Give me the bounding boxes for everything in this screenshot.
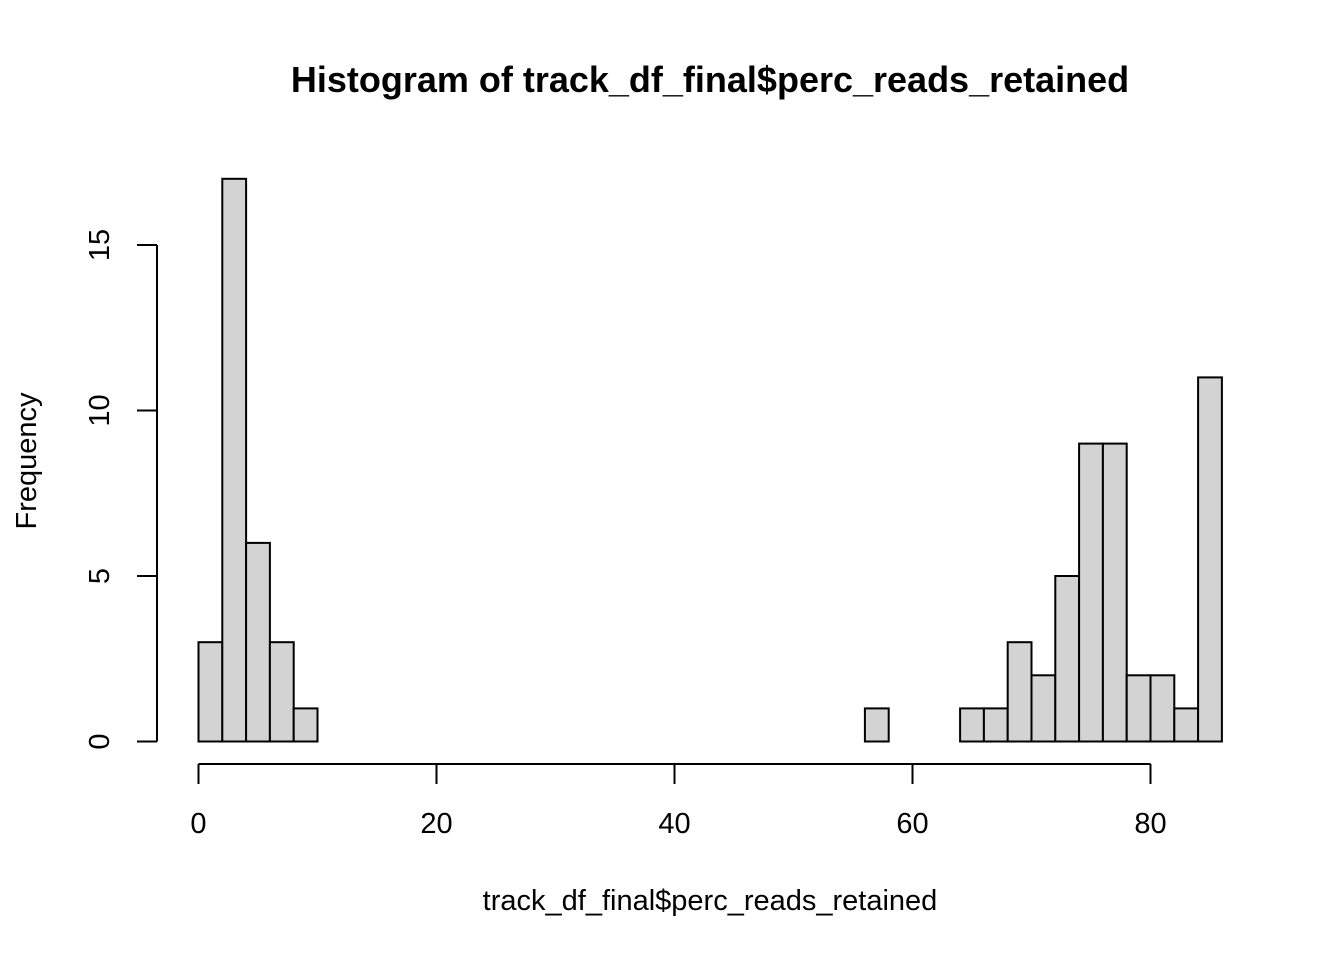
histogram-bar-41 (1173, 707, 1200, 743)
y-axis-label: Frequency (11, 392, 43, 530)
x-tick-label-80: 80 (1134, 808, 1166, 840)
y-tick-label-15: 15 (84, 229, 116, 261)
histogram-bar-40 (1149, 674, 1176, 743)
y-axis: 0 5 10 15 (84, 229, 158, 750)
histogram-bar-3 (268, 641, 295, 743)
x-axis: 0 20 40 60 80 (190, 763, 1167, 840)
histogram-bar-0 (197, 641, 224, 743)
histogram-bar-4 (292, 707, 319, 743)
histogram-bar-42 (1197, 376, 1223, 743)
chart-title: Histogram of track_df_final$perc_reads_r… (291, 59, 1129, 100)
histogram-bar-37 (1078, 442, 1104, 743)
y-tick-label-10: 10 (84, 394, 116, 426)
histogram-bar-32 (959, 707, 985, 743)
y-tick-label-0: 0 (84, 733, 116, 749)
histogram-bar-35 (1030, 674, 1057, 743)
bars-group (197, 177, 1223, 743)
x-axis-label: track_df_final$perc_reads_retained (483, 885, 938, 917)
histogram-bar-28 (863, 707, 890, 743)
x-tick-label-40: 40 (658, 808, 690, 840)
x-tick-label-20: 20 (420, 808, 452, 840)
histogram-bar-34 (1006, 641, 1033, 743)
histogram-bar-39 (1125, 674, 1152, 743)
x-tick-label-0: 0 (190, 808, 206, 840)
histogram-bar-33 (982, 707, 1009, 743)
histogram-bar-36 (1054, 575, 1081, 743)
histogram-bar-38 (1101, 442, 1128, 743)
histogram-bar-1 (221, 177, 248, 743)
x-tick-label-60: 60 (896, 808, 928, 840)
y-tick-label-5: 5 (84, 568, 116, 584)
histogram-bar-2 (245, 541, 271, 743)
